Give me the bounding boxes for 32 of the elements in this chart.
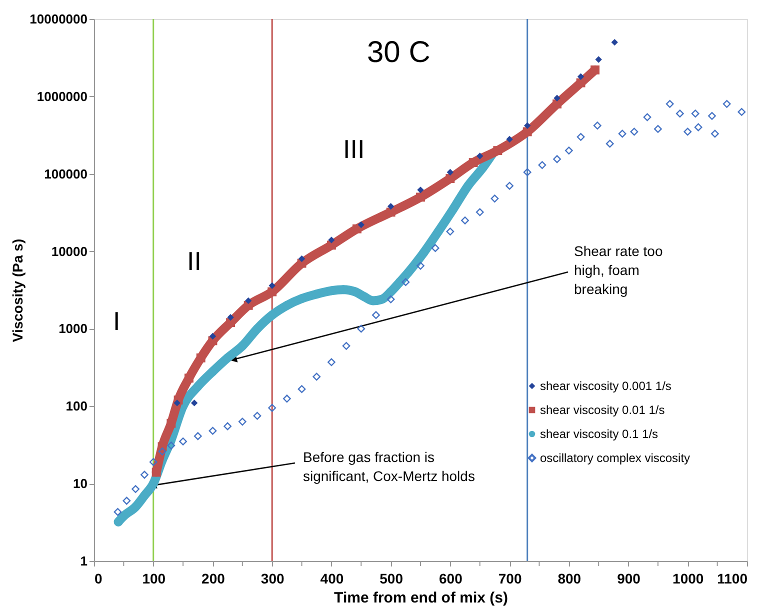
annotation: Shear rate too high, foam breaking [574,243,663,297]
legend-label: oscillatory complex viscosity [540,451,690,465]
annotation: II [187,246,202,276]
y-tick-label: 100000 [44,166,88,182]
y-tick-label: 10000 [51,244,88,259]
x-tick-label: 400 [320,570,344,586]
annotation: I [113,306,120,336]
y-tick-label: 100 [66,398,88,414]
legend-label: shear viscosity 0.01 1/s [540,403,665,417]
y-tick-label: 1000 [58,321,88,336]
x-tick-label: 0 [94,570,102,586]
x-tick-label: 600 [439,570,463,586]
x-tick-label: 1100 [717,570,748,586]
y-axis-title: Viscosity (Pa s) [10,238,26,342]
x-tick-label: 500 [380,570,404,586]
x-axis-title: Time from end of mix (s) [334,590,508,606]
annotation: 30 C [367,36,430,69]
annotation: III [343,134,365,164]
y-tick-label: 10 [73,476,88,492]
x-tick-label: 100 [142,570,166,586]
x-tick-label: 300 [260,570,284,586]
x-tick-label: 700 [498,570,522,586]
annotation: Before gas fraction is significant, Cox-Mertz holds [303,449,475,484]
y-tick-label: 1000000 [36,88,88,104]
x-tick-label: 900 [617,570,641,586]
legend-label: shear viscosity 0.1 1/s [540,427,658,441]
y-tick-label: 10000000 [30,12,88,26]
x-tick-label: 800 [558,570,582,586]
y-tick-label: 1 [80,554,88,568]
x-tick-label: 200 [202,570,226,586]
x-tick-label: 1000 [672,570,704,586]
legend-label: shear viscosity 0.001 1/s [540,379,672,393]
